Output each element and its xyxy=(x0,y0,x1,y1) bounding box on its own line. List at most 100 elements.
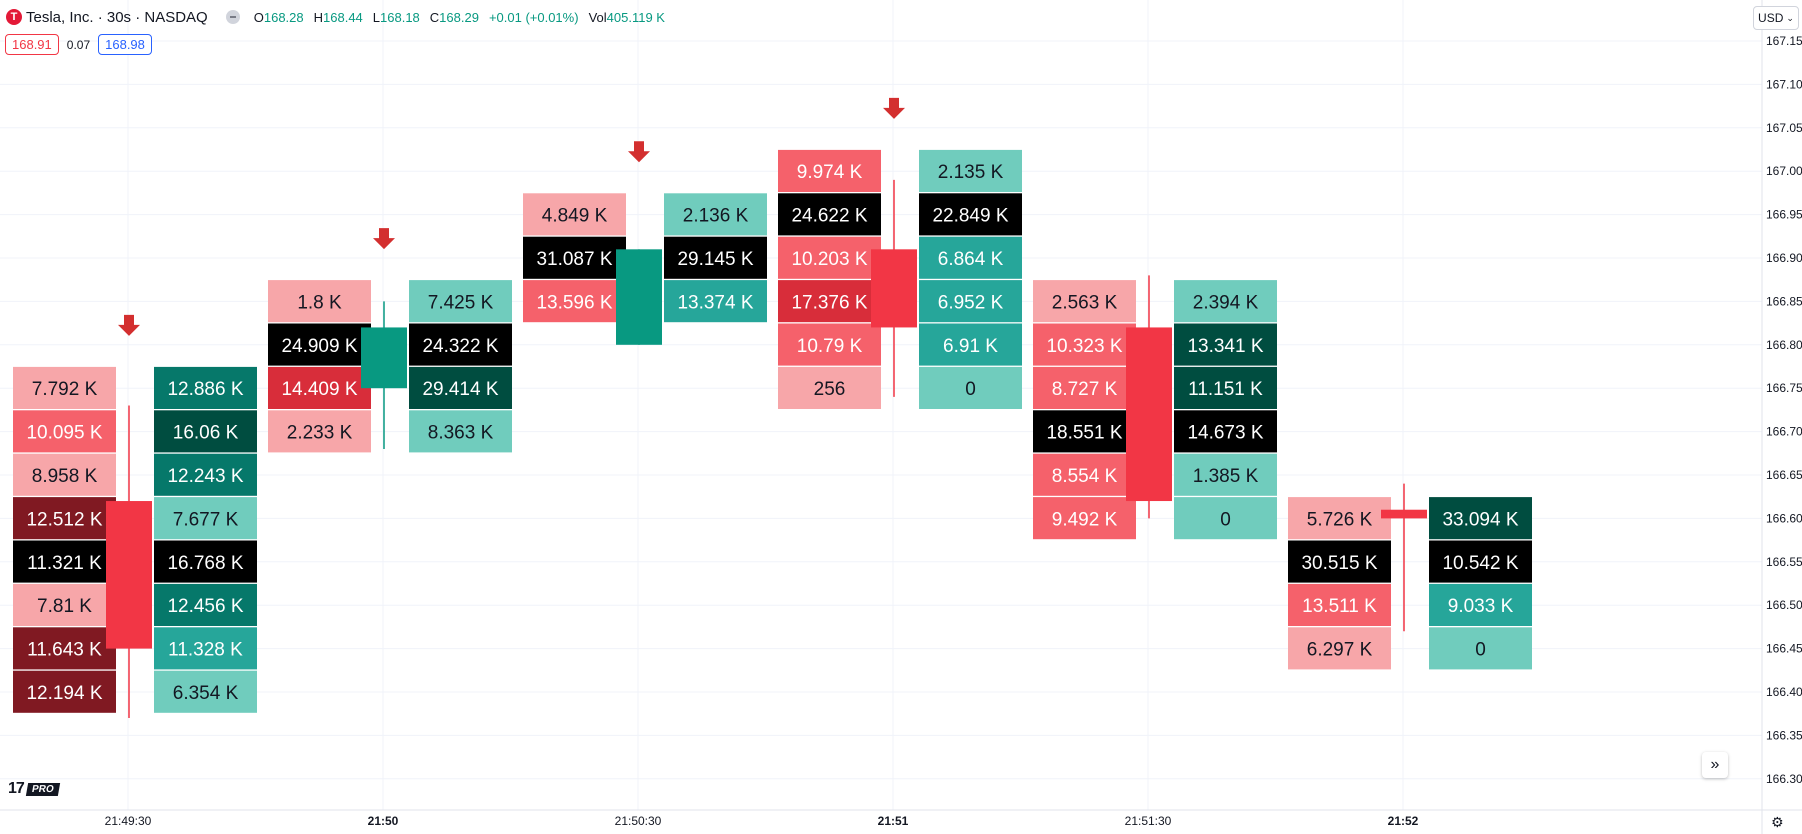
sell-volume-label: 17.376 K xyxy=(791,292,867,313)
sell-volume-label: 10.323 K xyxy=(1046,336,1122,357)
close-value: 168.29 xyxy=(439,9,479,25)
high-value: 168.44 xyxy=(323,9,363,25)
sell-volume-cell xyxy=(1033,410,1136,453)
buy-volume-cell xyxy=(409,280,512,323)
buy-volume-cell xyxy=(409,410,512,453)
time-axis-label: 21:51 xyxy=(878,814,909,828)
sell-volume-cell xyxy=(523,236,626,279)
sell-volume-label: 11.321 K xyxy=(27,553,102,574)
price-axis-label: 166.90 xyxy=(1766,251,1802,265)
chart-legend: T Tesla, Inc. · 30s · NASDAQ O168.28 H16… xyxy=(6,7,665,27)
sell-volume-label: 31.087 K xyxy=(536,249,612,270)
candle-body[interactable] xyxy=(871,249,917,328)
candle-body[interactable] xyxy=(361,327,407,389)
currency-label: USD xyxy=(1758,11,1784,25)
buy-volume-label: 7.425 K xyxy=(428,292,494,313)
buy-volume-label: 22.849 K xyxy=(932,206,1008,227)
buy-volume-cell xyxy=(919,193,1022,236)
buy-volume-cell xyxy=(409,323,512,366)
candle-body[interactable] xyxy=(1381,509,1427,519)
sell-volume-cell xyxy=(1288,583,1391,626)
price-axis-label: 167.05 xyxy=(1766,121,1802,135)
sell-volume-cell xyxy=(13,627,116,670)
buy-volume-cell xyxy=(664,280,767,323)
buy-volume-label: 29.414 K xyxy=(422,379,498,400)
sell-volume-cell xyxy=(778,236,881,279)
tradingview-logo[interactable]: 17 PRO xyxy=(8,780,60,798)
price-axis-label: 166.85 xyxy=(1766,294,1802,308)
currency-selector[interactable]: USD ⌄ xyxy=(1753,6,1799,30)
tesla-logo-icon: T xyxy=(6,9,22,25)
price-axis-label: 166.65 xyxy=(1766,468,1802,482)
down-arrow-signal-icon xyxy=(628,141,650,163)
down-arrow-signal-icon xyxy=(883,97,905,119)
sell-volume-cell xyxy=(1288,497,1391,540)
sell-volume-cell xyxy=(778,280,881,323)
open-value: 168.28 xyxy=(263,9,304,25)
sell-volume-label: 1.8 K xyxy=(297,292,342,313)
close-label: C xyxy=(429,9,440,25)
candle-body[interactable] xyxy=(106,501,152,649)
down-arrow-signal-icon xyxy=(118,314,140,336)
sell-volume-label: 256 xyxy=(814,379,846,400)
sell-volume-cell xyxy=(1288,627,1391,670)
buy-volume-cell xyxy=(1174,280,1277,323)
buy-volume-label: 7.677 K xyxy=(173,509,239,530)
low-label: L xyxy=(372,9,381,25)
price-axis-label: 166.30 xyxy=(1766,772,1802,786)
buy-volume-label: 24.322 K xyxy=(422,336,498,357)
price-axis-label: 166.95 xyxy=(1766,208,1802,222)
price-axis-label: 166.55 xyxy=(1766,555,1802,569)
sell-volume-cell xyxy=(778,149,881,192)
sell-volume-cell xyxy=(1033,323,1136,366)
time-axis-label: 21:51:30 xyxy=(1125,814,1172,828)
price-axis-label: 167.00 xyxy=(1766,164,1802,178)
sell-volume-label: 10.203 K xyxy=(791,249,867,270)
candle-body[interactable] xyxy=(1126,327,1172,502)
candle-body[interactable] xyxy=(616,249,662,345)
buy-volume-label: 29.145 K xyxy=(677,249,753,270)
sell-volume-cell xyxy=(1033,497,1136,540)
buy-volume-label: 0 xyxy=(1475,640,1486,661)
buy-volume-cell xyxy=(154,366,257,409)
collapse-legend-icon[interactable] xyxy=(225,10,240,24)
sell-volume-label: 9.492 K xyxy=(1052,509,1118,530)
buy-volume-cell xyxy=(919,149,1022,192)
price-axis-label: 166.45 xyxy=(1766,642,1802,656)
sell-volume-label: 2.563 K xyxy=(1052,292,1118,313)
price-axis-label: 166.70 xyxy=(1766,425,1802,439)
ask-price[interactable]: 168.98 xyxy=(98,34,152,55)
sell-volume-label: 7.792 K xyxy=(32,379,98,400)
symbol-title[interactable]: Tesla, Inc. · 30s · NASDAQ xyxy=(26,8,208,26)
volume-value: 405.119 K xyxy=(606,9,665,25)
sell-volume-label: 4.849 K xyxy=(542,206,608,227)
buy-volume-label: 2.135 K xyxy=(938,162,1004,183)
buy-volume-label: 6.354 K xyxy=(173,683,239,704)
sell-volume-cell xyxy=(13,670,116,713)
buy-volume-label: 11.328 K xyxy=(168,640,243,661)
time-axis-label: 21:50:30 xyxy=(615,814,662,828)
buy-volume-label: 0 xyxy=(965,379,976,400)
buy-volume-cell xyxy=(154,627,257,670)
buy-volume-cell xyxy=(154,540,257,583)
price-axis-label: 166.75 xyxy=(1766,381,1802,395)
buy-volume-cell xyxy=(154,583,257,626)
bid-price[interactable]: 168.91 xyxy=(5,34,59,55)
sell-volume-cell xyxy=(523,280,626,323)
sell-volume-label: 9.974 K xyxy=(797,162,863,183)
ohlc-values: O168.28 H168.44 L168.18 C168.29 +0.01 (+… xyxy=(254,10,665,25)
settings-gear-icon[interactable]: ⚙ xyxy=(1771,814,1784,830)
price-axis-label: 167.10 xyxy=(1766,77,1802,91)
sell-volume-label: 18.551 K xyxy=(1046,423,1122,444)
sell-volume-cell xyxy=(1033,453,1136,496)
scroll-to-realtime-button[interactable]: » xyxy=(1702,752,1728,778)
sell-volume-cell xyxy=(13,366,116,409)
buy-volume-cell xyxy=(1429,583,1532,626)
price-axis-label: 167.15 xyxy=(1766,34,1802,48)
sell-volume-cell xyxy=(1288,540,1391,583)
price-axis-label: 166.50 xyxy=(1766,598,1802,612)
buy-volume-label: 12.243 K xyxy=(167,466,243,487)
price-axis-label: 166.35 xyxy=(1766,728,1802,742)
buy-volume-label: 11.151 K xyxy=(1188,379,1263,400)
